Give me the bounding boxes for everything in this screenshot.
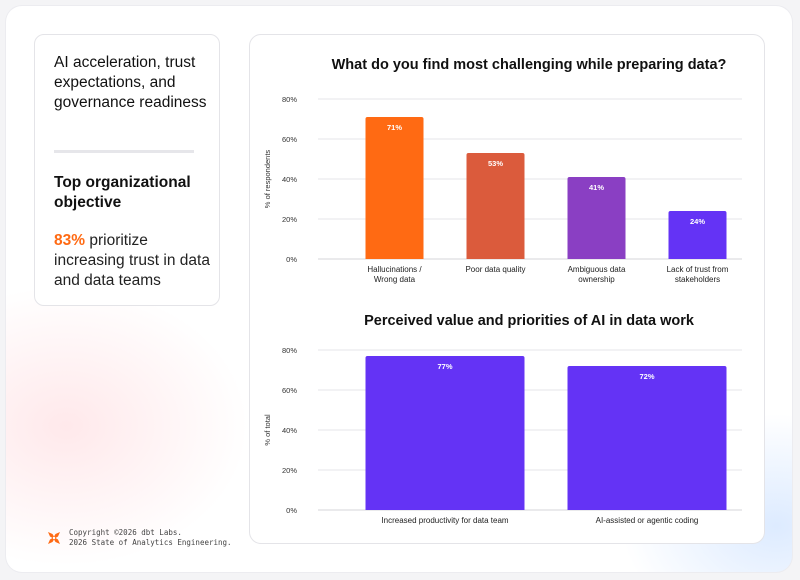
chart-2-category-label: Increased productivity for data team — [381, 516, 509, 525]
chart-2-bar — [567, 366, 727, 510]
chart-1-y-tick-label: 20% — [282, 215, 297, 224]
chart-2-y-tick-label: 20% — [282, 466, 297, 475]
copyright-line: Copyright ©2026 dbt Labs. — [69, 528, 182, 537]
chart-2-bar-value-label: 72% — [639, 372, 654, 381]
footer: Copyright ©2026 dbt Labs. 2026 State of … — [46, 528, 232, 548]
chart-1-bar — [466, 153, 525, 259]
chart-1-bar — [567, 177, 626, 259]
chart-1-bar-value-label: 24% — [690, 217, 705, 226]
report-name-line: 2026 State of Analytics Engineering. — [69, 538, 232, 547]
chart-1-y-axis-label: % of respondents — [263, 150, 272, 209]
chart-1-y-tick-label: 80% — [282, 95, 297, 104]
chart-1-category-label: Wrong data — [374, 275, 416, 284]
objective-stat-text: prioritize increasing trust in data and … — [54, 232, 210, 289]
chart-2-title: Perceived value and priorities of AI in … — [364, 313, 695, 329]
chart-1-category-label: stakeholders — [675, 275, 720, 284]
summary-card: AI acceleration, trust expectations, and… — [34, 34, 220, 306]
summary-heading: AI acceleration, trust expectations, and… — [54, 54, 207, 111]
chart-1-title: What do you find most challenging while … — [332, 57, 727, 73]
summary-divider — [54, 150, 194, 153]
chart-1-y-tick-label: 60% — [282, 135, 297, 144]
chart-1-y-tick-label: 40% — [282, 175, 297, 184]
objective-heading: Top organizational objective — [54, 174, 191, 211]
chart-1-category-label: ownership — [578, 275, 615, 284]
charts-card: What do you find most challenging while … — [249, 34, 765, 544]
chart-2-y-tick-label: 0% — [286, 506, 297, 515]
chart-1-bar — [365, 117, 424, 259]
objective-stat-value: 83% — [54, 232, 86, 249]
chart-1-bar — [668, 211, 727, 259]
chart-2-y-tick-label: 40% — [282, 426, 297, 435]
dbt-logo-icon — [48, 532, 60, 544]
chart-2-bar-value-label: 77% — [437, 362, 452, 371]
objective-stat: 83% prioritize increasing trust in data … — [54, 231, 214, 291]
charts-canvas: What do you find most challenging while … — [263, 57, 742, 525]
chart-1-category-label: Hallucinations / — [367, 265, 422, 274]
chart-2-category-label: AI-assisted or agentic coding — [596, 516, 699, 525]
chart-1-bar-value-label: 53% — [488, 159, 503, 168]
chart-1-y-tick-label: 0% — [286, 255, 297, 264]
chart-2-bar — [365, 356, 525, 510]
chart-2-y-tick-label: 80% — [282, 346, 297, 355]
chart-1-category-label: Poor data quality — [465, 265, 525, 274]
chart-1-bar-value-label: 41% — [589, 183, 604, 192]
chart-1-category-label: Ambiguous data — [568, 265, 626, 274]
chart-2-y-tick-label: 60% — [282, 386, 297, 395]
chart-2-y-axis-label: % of total — [263, 414, 272, 446]
chart-1-bar-value-label: 71% — [387, 123, 402, 132]
chart-1-category-label: Lack of trust from — [667, 265, 729, 274]
